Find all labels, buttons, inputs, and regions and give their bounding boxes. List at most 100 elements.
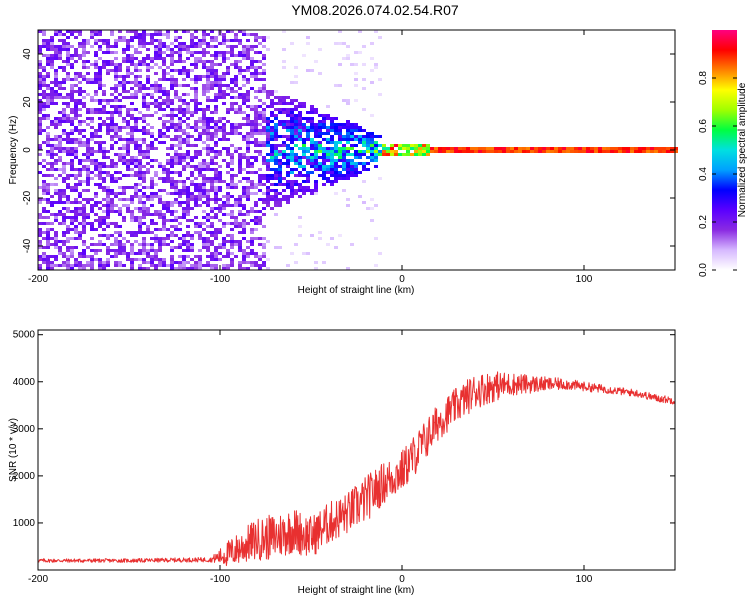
spectrogram-cell (350, 243, 354, 246)
spectrogram-cell (330, 237, 334, 240)
spectrogram-cell (338, 147, 342, 150)
spectrogram-cell (82, 264, 86, 267)
spectrogram-cell (242, 231, 246, 234)
spectrogram-cell (54, 93, 58, 96)
spectrogram-cell (42, 108, 46, 111)
spectrogram-cell (142, 99, 146, 102)
spectrogram-cell (330, 135, 334, 138)
spectrogram-cell (610, 150, 614, 153)
spectrogram-cell (138, 267, 142, 270)
spectrogram-cell (186, 234, 190, 237)
spectrogram-cell (178, 171, 182, 174)
spectrogram-cell (230, 54, 234, 57)
spectrogram-cell (362, 141, 366, 144)
spectrogram-cell (158, 201, 162, 204)
spectrogram-cell (126, 252, 130, 255)
spectrogram-cell (198, 150, 202, 153)
spectrogram-cell (238, 159, 242, 162)
spectrogram-cell (54, 117, 58, 120)
spectrogram-cell (82, 60, 86, 63)
spectrogram-cell (222, 132, 226, 135)
spectrogram-cell (222, 96, 226, 99)
spectrogram-cell (138, 243, 142, 246)
spectrogram-cell (186, 186, 190, 189)
spectrogram-cell (210, 45, 214, 48)
spectrogram-cell (214, 72, 218, 75)
spectrogram-cell (194, 60, 198, 63)
spectrogram-cell (38, 255, 42, 258)
spectrogram-cell (142, 261, 146, 264)
spectrogram-cell (154, 264, 158, 267)
spectrogram-cell (326, 156, 330, 159)
spectrogram-cell (266, 132, 270, 135)
spectrogram-cell (214, 237, 218, 240)
spectrogram-cell (218, 186, 222, 189)
spectrogram-cell (182, 108, 186, 111)
spectrogram-cell (82, 204, 86, 207)
spectrogram-cell (182, 183, 186, 186)
spectrogram-cell (290, 150, 294, 153)
spectrogram-cell (338, 129, 342, 132)
spectrogram-cell (218, 252, 222, 255)
spectrogram-cell (170, 213, 174, 216)
spectrogram-cell (314, 135, 318, 138)
spectrogram-cell (266, 189, 270, 192)
spectrogram-cell (210, 60, 214, 63)
spectrogram-cell (254, 36, 258, 39)
spectrogram-cell (94, 111, 98, 114)
spectrogram-cell (130, 264, 134, 267)
spectrogram-cell (66, 75, 70, 78)
spectrogram-cell (206, 204, 210, 207)
spectrogram-cell (146, 228, 150, 231)
spectrogram-cell (190, 171, 194, 174)
spectrogram-cell (78, 132, 82, 135)
spectrogram-cell (142, 120, 146, 123)
spectrogram-cell (110, 135, 114, 138)
spectrogram-cell (198, 186, 202, 189)
spectrogram-cell (310, 171, 314, 174)
spectrogram-cell (66, 120, 70, 123)
spectrogram-cell (226, 138, 230, 141)
spectrogram-cell (234, 33, 238, 36)
spectrogram-cell (274, 198, 278, 201)
spectrogram-cell (110, 255, 114, 258)
spectrogram-cell (110, 210, 114, 213)
spectrogram-cell (178, 156, 182, 159)
spectrogram-cell (338, 42, 342, 45)
spectrogram-cell (182, 129, 186, 132)
spectrogram-cell (50, 183, 54, 186)
spectrogram-cell (166, 168, 170, 171)
spectrogram-cell (86, 201, 90, 204)
spectrogram-cell (134, 144, 138, 147)
spectrogram-cell (238, 201, 242, 204)
spectrogram-cell (102, 186, 106, 189)
spectrogram-cell (166, 234, 170, 237)
spectrogram-cell (242, 249, 246, 252)
spectrogram-cell (130, 36, 134, 39)
spectrogram-cell (342, 57, 346, 60)
spectrogram-cell (186, 48, 190, 51)
spectrogram-cell (62, 39, 66, 42)
spectrogram-cell (138, 162, 142, 165)
spectrogram-cell (590, 150, 594, 153)
spectrogram-cell (206, 192, 210, 195)
spectrogram-cell (134, 231, 138, 234)
spectrogram-cell (94, 75, 98, 78)
spectrogram-cell (130, 126, 134, 129)
spectrogram-cell (246, 159, 250, 162)
spectrogram-cell (150, 246, 154, 249)
spectrogram-cell (98, 117, 102, 120)
spectrogram-cell (178, 153, 182, 156)
spectrogram-cell (122, 57, 126, 60)
spectrogram-cell (370, 69, 374, 72)
spectrogram-cell (122, 117, 126, 120)
spectrogram-cell (302, 189, 306, 192)
spectrogram-cell (246, 132, 250, 135)
spectrogram-cell (42, 33, 46, 36)
spectrogram-cell (602, 150, 606, 153)
spectrogram-cell (98, 177, 102, 180)
spectrogram-cell (138, 228, 142, 231)
spectrogram-cell (138, 117, 142, 120)
spectrogram-cell (114, 66, 118, 69)
spectrogram-cell (262, 126, 266, 129)
